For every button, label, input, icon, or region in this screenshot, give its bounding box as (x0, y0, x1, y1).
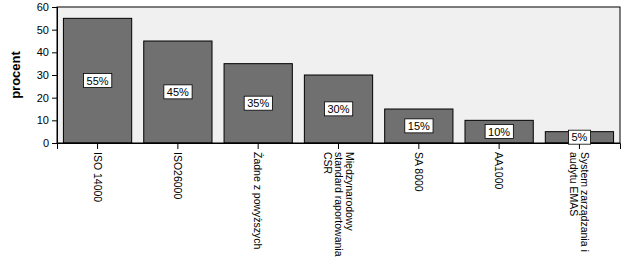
x-tick: System zarządzania iaudytu EMAS (568, 143, 591, 252)
data-label-box (568, 130, 590, 144)
y-tick: 60 (37, 1, 57, 13)
x-tick-mark (258, 143, 259, 149)
y-tick: 50 (37, 24, 57, 36)
data-label: 15% (405, 119, 433, 133)
x-tick-label: ISO26000 (172, 152, 184, 199)
x-axis-line (58, 144, 621, 150)
x-tick-label: SA 8000 (413, 152, 425, 192)
y-tick-mark (52, 75, 57, 76)
y-tick-label: 30 (37, 69, 49, 81)
y-tick-label: 0 (43, 137, 49, 149)
x-tick-mark (338, 143, 339, 149)
x-tick-mark (177, 143, 178, 149)
y-axis-line (52, 8, 58, 144)
plot-frame (57, 7, 620, 143)
data-label-box (324, 102, 352, 116)
bar (224, 64, 292, 143)
data-label-text: 15% (408, 120, 430, 132)
x-tick: SA 8000 (413, 143, 425, 192)
y-tick: 10 (37, 114, 57, 126)
data-label: 45% (164, 85, 192, 99)
data-label: 35% (244, 96, 272, 110)
x-tick-mark (418, 143, 419, 149)
bar (465, 120, 533, 143)
bar (545, 132, 613, 143)
data-label: 55% (84, 74, 112, 88)
y-tick-mark (52, 120, 57, 121)
data-label-text: 5% (571, 131, 587, 143)
x-tick-mark (499, 143, 500, 149)
x-tick-mark (97, 143, 98, 149)
bar (304, 75, 372, 143)
data-label: 30% (324, 102, 352, 116)
x-tick-label: AA1000 (493, 152, 505, 190)
x-tick-label: System zarządzania iaudytu EMAS (568, 152, 591, 252)
y-tick-mark (52, 30, 57, 31)
bar (144, 41, 212, 143)
y-axis-title: procent (8, 50, 23, 98)
bars (63, 18, 613, 143)
x-tick-label: Międzynarodowystandard raportowaniaCSR (322, 152, 356, 257)
y-tick-mark (52, 52, 57, 53)
chart: 0 10 20 30 40 50 60 ISO 14000 ISO26000 Żadne z po… (0, 0, 626, 267)
data-label-text: 30% (327, 103, 349, 115)
x-tick: ISO26000 (172, 143, 184, 199)
data-label-box (485, 125, 513, 139)
data-label: 5% (568, 130, 590, 144)
y-tick: 0 (43, 137, 57, 149)
data-label: 10% (485, 125, 513, 139)
bar (63, 18, 131, 143)
data-label-box (244, 96, 272, 110)
y-tick-mark (52, 7, 57, 8)
x-tick: Żadne z powyższych (253, 143, 265, 250)
data-label-text: 45% (167, 86, 189, 98)
data-label-box (164, 85, 192, 99)
x-axis: ISO 14000 ISO26000 Żadne z powyższych Międz… (58, 143, 621, 257)
y-tick-mark (52, 98, 57, 99)
y-tick-label: 50 (37, 24, 49, 36)
data-labels: 55% 45% 35% 30% 15% 10% 5% (84, 74, 591, 145)
data-label-box (84, 74, 112, 88)
y-tick-label: 60 (37, 1, 49, 13)
y-tick-label: 10 (37, 114, 49, 126)
data-label-text: 10% (488, 126, 510, 138)
x-tick: ISO 14000 (92, 143, 104, 202)
x-tick-label: Żadne z powyższych (253, 152, 265, 250)
y-tick-label: 40 (37, 46, 49, 58)
plot: 0 10 20 30 40 50 60 ISO 14000 ISO26000 Żadne z po… (37, 1, 621, 257)
bar (385, 109, 453, 143)
y-tick: 40 (37, 46, 57, 58)
y-axis: 0 10 20 30 40 50 60 (37, 1, 58, 149)
y-tick-mark (52, 143, 57, 144)
x-tick: Międzynarodowystandard raportowaniaCSR (322, 143, 356, 257)
x-tick: AA1000 (493, 143, 505, 190)
data-label-text: 35% (247, 97, 269, 109)
x-tick-label: ISO 14000 (92, 152, 104, 202)
data-label-text: 55% (87, 75, 109, 87)
y-tick: 30 (37, 69, 57, 81)
plot-background (57, 7, 620, 143)
y-tick-label: 20 (37, 92, 49, 104)
data-label-box (405, 119, 433, 133)
y-tick: 20 (37, 92, 57, 104)
